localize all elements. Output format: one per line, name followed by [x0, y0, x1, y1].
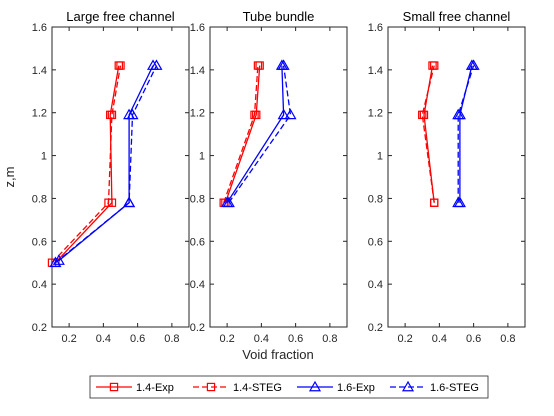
series-line-1-4-steg — [51, 65, 122, 264]
legend-label: 1.6-STEG — [430, 382, 479, 394]
plot-area — [387, 26, 526, 328]
data-point-1-6-steg — [123, 196, 136, 208]
y-tick-label: 0.2 — [368, 322, 383, 334]
x-tick-label: 0.8 — [322, 333, 337, 345]
legend-marker — [308, 380, 322, 392]
y-tick-label: 0.4 — [190, 279, 205, 291]
panel-tube-bundle: Tube bundle 0.2 0.4 0.6 0.8 0.2 0.4 0.6 0.8 1 1.2… — [190, 9, 348, 345]
legend-item-1-4-steg: 1.4-STEG — [193, 382, 282, 394]
x-tick-label: 0.4 — [96, 333, 111, 345]
legend-marker — [206, 382, 216, 392]
data-point-1-6-steg — [126, 108, 139, 120]
x-tick-label: 0.8 — [500, 333, 515, 345]
y-tick-label: 1.2 — [32, 108, 47, 120]
data-point-1-4-steg — [430, 61, 439, 70]
legend-label: 1.4-Exp — [136, 382, 174, 394]
data-point-1-6-steg — [222, 196, 235, 208]
y-tick-label: 1 — [377, 151, 383, 163]
legend-label: 1.6-Exp — [337, 382, 375, 394]
data-point-1-6-steg — [284, 108, 297, 120]
data-point-1-6-steg — [452, 108, 465, 120]
data-point-1-6-steg — [150, 59, 163, 70]
legend-marker — [401, 380, 415, 392]
panel-title: Large free channel — [66, 9, 175, 24]
data-point-1-4-steg — [104, 198, 113, 207]
plot-content — [47, 59, 163, 268]
data-point-1-4-steg — [250, 110, 259, 120]
data-point-1-4-steg — [253, 61, 263, 70]
series-line-1-4-exp — [224, 65, 261, 203]
y-tick-label: 1 — [199, 151, 205, 163]
x-tick-label: 0.4 — [432, 333, 447, 345]
series-line-1-6-exp — [226, 65, 285, 204]
data-point-1-6-steg — [49, 256, 62, 268]
y-tick-label: 1.4 — [368, 65, 383, 77]
y-tick-label: 0.6 — [32, 236, 47, 248]
x-tick-label: 0.4 — [254, 333, 269, 345]
data-point-1-6-steg — [452, 196, 465, 208]
x-tick-label: 0.2 — [61, 333, 76, 345]
series-line-1-6-steg — [54, 65, 158, 264]
y-tick-label: 1.4 — [32, 65, 47, 77]
legend-item-1-6-steg: 1.6-STEG — [390, 380, 479, 394]
legend-box — [89, 375, 489, 399]
data-point-1-6-steg — [467, 59, 480, 70]
y-tick-label: 0.6 — [190, 236, 205, 248]
legend-items: 1.4-Exp 1.4-STEG 1.6-Exp 1.6-STEG — [96, 380, 479, 394]
y-tick-label: 0.6 — [368, 236, 383, 248]
plot-area — [51, 26, 190, 328]
series-line-1-4-exp — [54, 65, 120, 264]
y-axis-label: z,m — [2, 167, 17, 188]
series-line-1-6-steg — [457, 65, 475, 203]
tick-group: 0.2 0.4 0.6 0.8 0.2 0.4 0.6 0.8 1 1.2 1.4 1.6 — [32, 22, 189, 345]
y-tick-label: 1 — [41, 151, 47, 163]
legend-item-1-6-exp: 1.6-Exp — [297, 380, 375, 394]
series-line-1-4-steg — [421, 65, 435, 203]
y-tick-label: 1.6 — [368, 22, 383, 34]
y-tick-label: 0.8 — [190, 193, 205, 205]
y-tick-label: 0.4 — [32, 279, 47, 291]
y-tick-label: 1.6 — [32, 22, 47, 34]
x-axis-label: Void fraction — [242, 347, 314, 362]
x-tick-label: 0.6 — [130, 333, 145, 345]
x-tick-label: 0.6 — [288, 333, 303, 345]
y-tick-label: 1.6 — [190, 22, 205, 34]
data-point-1-6-exp — [277, 108, 290, 120]
series-line-1-4-steg — [223, 65, 259, 203]
panel-title: Tube bundle — [243, 9, 315, 24]
legend: 1.4-Exp 1.4-STEG 1.6-Exp 1.6-STEG — [89, 375, 489, 399]
x-tick-label: 0.2 — [219, 333, 234, 345]
series-line-1-6-steg — [228, 65, 292, 204]
y-tick-label: 0.4 — [368, 279, 383, 291]
y-tick-label: 0.2 — [190, 322, 205, 334]
data-point-1-4-steg — [418, 110, 427, 120]
y-tick-label: 1.2 — [190, 108, 205, 120]
data-point-1-4-steg — [430, 198, 439, 207]
x-tick-label: 0.8 — [164, 333, 179, 345]
data-point-1-4-steg — [116, 61, 125, 70]
x-tick-label: 0.2 — [397, 333, 412, 345]
panel-large-free-channel: Large free channel 0.2 0.4 0.6 0.8 0.2 0.4 0.6… — [32, 9, 190, 345]
legend-item-1-4-exp: 1.4-Exp — [96, 382, 174, 394]
plot-content — [418, 59, 480, 208]
plot-area — [209, 26, 348, 328]
data-point-1-4-steg — [107, 110, 117, 120]
tick-group: 0.2 0.4 0.6 0.8 0.2 0.4 0.6 0.8 1 1.2 1.4 1.6 — [190, 22, 347, 345]
y-tick-label: 1.2 — [368, 108, 383, 120]
y-tick-label: 0.8 — [368, 193, 383, 205]
y-tick-label: 1.4 — [190, 65, 205, 77]
legend-marker — [109, 382, 119, 392]
legend-label: 1.4-STEG — [233, 382, 282, 394]
panel-title: Small free channel — [403, 9, 511, 24]
y-tick-label: 0.2 — [32, 322, 47, 334]
x-tick-label: 0.6 — [466, 333, 481, 345]
panel-small-free-channel: Small free channel 0.2 0.4 0.6 0.8 0.2 0.4 0.6… — [368, 9, 526, 345]
plot-content — [219, 59, 297, 208]
tick-group: 0.2 0.4 0.6 0.8 0.2 0.4 0.6 0.8 1 1.2 1.4 1.6 — [368, 22, 525, 345]
y-tick-label: 0.8 — [32, 193, 47, 205]
data-point-1-6-steg — [277, 59, 290, 70]
